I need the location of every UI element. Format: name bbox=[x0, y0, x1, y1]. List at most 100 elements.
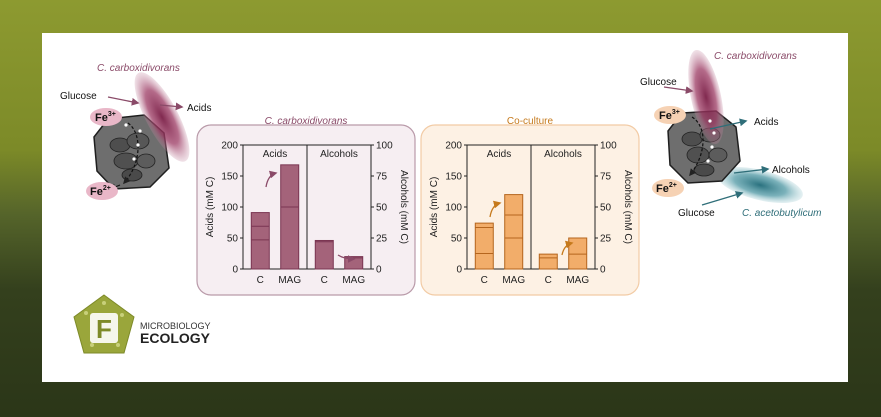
fe2-badge bbox=[652, 179, 684, 197]
cell-contact-dot bbox=[708, 119, 712, 123]
y2-tick-label: 0 bbox=[600, 265, 606, 276]
mineral-grain bbox=[686, 146, 710, 164]
logo-dot bbox=[102, 301, 106, 305]
left-fe2-label: Fe2+ bbox=[90, 185, 111, 198]
right-organism-bottom-label: C. acetobutylicum bbox=[742, 208, 821, 219]
cell-contact-dot bbox=[138, 129, 142, 133]
bar bbox=[504, 194, 524, 270]
increase-arrow-alcohols-2 bbox=[561, 240, 574, 256]
x-tick-label: C bbox=[257, 275, 264, 286]
figure-panel: C. carboxidivorans Glucose Acids Fe3+ Fe… bbox=[42, 33, 848, 382]
cell-contact-dot bbox=[136, 143, 140, 147]
y-axis-label: Acids (mM C) bbox=[205, 177, 216, 238]
right-acids-label: Acids bbox=[754, 117, 778, 128]
group-label: Alcohols bbox=[320, 149, 358, 160]
mineral-grain bbox=[136, 153, 156, 169]
logo-dot bbox=[116, 343, 120, 347]
x-tick-label: MAG bbox=[342, 275, 365, 286]
y2-tick-label: 50 bbox=[376, 203, 388, 214]
y2-tick-label: 75 bbox=[600, 172, 612, 183]
electron-transfer-arrow bbox=[689, 116, 704, 177]
fe3-badge bbox=[90, 108, 122, 126]
glucose-arrow-top bbox=[663, 86, 694, 94]
left-acids-label: Acids bbox=[187, 103, 211, 114]
y2-tick-label: 0 bbox=[376, 265, 382, 276]
logo-dot bbox=[120, 313, 124, 317]
right-alcohols-label: Alcohols bbox=[772, 165, 810, 176]
left-fe3-label: Fe3+ bbox=[95, 111, 116, 124]
logo-line2: ECOLOGY bbox=[140, 330, 211, 346]
alcohols-arrow bbox=[733, 165, 770, 174]
y-tick-label: 50 bbox=[227, 234, 239, 245]
left-mineral-diagram: C. carboxidivorans Glucose Acids Fe3+ Fe… bbox=[60, 63, 211, 200]
y-tick-label: 0 bbox=[456, 265, 462, 276]
cell-contact-dot bbox=[706, 159, 710, 163]
logo-dot bbox=[90, 343, 94, 347]
cell-contact-dot bbox=[132, 157, 136, 161]
x-tick-label: MAG bbox=[278, 275, 301, 286]
y-tick-label: 100 bbox=[221, 203, 238, 214]
graphical-abstract: C. carboxidivorans Glucose Acids Fe3+ Fe… bbox=[60, 49, 821, 354]
bacterium-c-carboxidivorans bbox=[688, 49, 724, 145]
increase-arrow-acids-2 bbox=[489, 200, 502, 218]
right-organism-top-label: C. carboxidivorans bbox=[714, 51, 797, 62]
left-organism-label: C. carboxidivorans bbox=[97, 63, 180, 74]
y-axis-label: Acids (mM C) bbox=[429, 177, 440, 238]
logo-dot bbox=[84, 311, 88, 315]
y-tick-label: 0 bbox=[232, 265, 238, 276]
glucose-arrow bbox=[107, 96, 140, 106]
increase-arrow-acids-1 bbox=[265, 170, 278, 188]
y2-axis-label: Alcohols (mM C) bbox=[398, 170, 409, 244]
y2-tick-label: 100 bbox=[376, 141, 393, 152]
bar bbox=[538, 253, 558, 270]
y-tick-label: 200 bbox=[221, 141, 238, 152]
y-tick-label: 100 bbox=[445, 203, 462, 214]
y2-tick-label: 25 bbox=[600, 234, 612, 245]
y2-tick-label: 50 bbox=[600, 203, 612, 214]
bacterium-c-carboxidivorans bbox=[134, 72, 190, 162]
y-tick-label: 200 bbox=[445, 141, 462, 152]
logo-line1: MICROBIOLOGY bbox=[140, 321, 211, 331]
decrease-arrow-alcohols-1 bbox=[337, 254, 356, 263]
mineral-grain bbox=[693, 163, 715, 177]
x-tick-label: C bbox=[481, 275, 488, 286]
right-fe3-label: Fe3+ bbox=[659, 109, 680, 122]
bacterium-c-acetobutylicum bbox=[717, 166, 803, 204]
cell-contact-dot bbox=[124, 123, 128, 127]
logo-letter-box bbox=[90, 313, 118, 343]
mineral-grain bbox=[681, 131, 703, 147]
y-tick-label: 50 bbox=[451, 234, 463, 245]
y2-axis-label: Alcohols (mM C) bbox=[622, 170, 633, 244]
y2-tick-label: 75 bbox=[376, 172, 388, 183]
bar bbox=[280, 164, 300, 270]
chart-title-coculture: Co-culture bbox=[507, 116, 554, 127]
group-label: Acids bbox=[487, 149, 511, 160]
chart-title-carboxidivorans: C. carboxidivorans bbox=[265, 116, 348, 127]
right-mineral-diagram: C. carboxidivorans Glucose Acids Alcohol… bbox=[640, 49, 821, 219]
right-glucose-bottom-label: Glucose bbox=[678, 208, 715, 219]
y-tick-label: 150 bbox=[445, 172, 462, 183]
cell-contact-dot bbox=[710, 145, 714, 149]
chart-coculture: 0 50 100 150 200 0 25 50 75 100 Acids (mM C) Alcoho… bbox=[429, 141, 633, 287]
x-tick-label: MAG bbox=[566, 275, 589, 286]
journal-logo: F MICROBIOLOGY ECOLOGY bbox=[73, 294, 211, 354]
bar bbox=[250, 212, 270, 270]
fe3-badge bbox=[654, 106, 686, 124]
chart-carboxidivorans: 0 50 100 150 200 0 25 50 75 100 Acids (mM C) Alcoho… bbox=[205, 141, 409, 287]
glucose-arrow-bottom bbox=[701, 191, 744, 206]
x-tick-label: MAG bbox=[502, 275, 525, 286]
right-glucose-top-label: Glucose bbox=[640, 77, 677, 88]
y-tick-label: 150 bbox=[221, 172, 238, 183]
right-fe2-label: Fe2+ bbox=[656, 182, 677, 195]
y2-tick-label: 100 bbox=[600, 141, 617, 152]
group-label: Acids bbox=[263, 149, 287, 160]
logo-letter: F bbox=[96, 314, 112, 344]
group-label: Alcohols bbox=[544, 149, 582, 160]
x-tick-label: C bbox=[321, 275, 328, 286]
acids-arrow bbox=[709, 118, 748, 130]
bar bbox=[314, 239, 334, 270]
x-tick-label: C bbox=[545, 275, 552, 286]
mineral-grain bbox=[708, 147, 728, 163]
acids-arrow bbox=[159, 102, 184, 111]
bar bbox=[474, 222, 494, 270]
